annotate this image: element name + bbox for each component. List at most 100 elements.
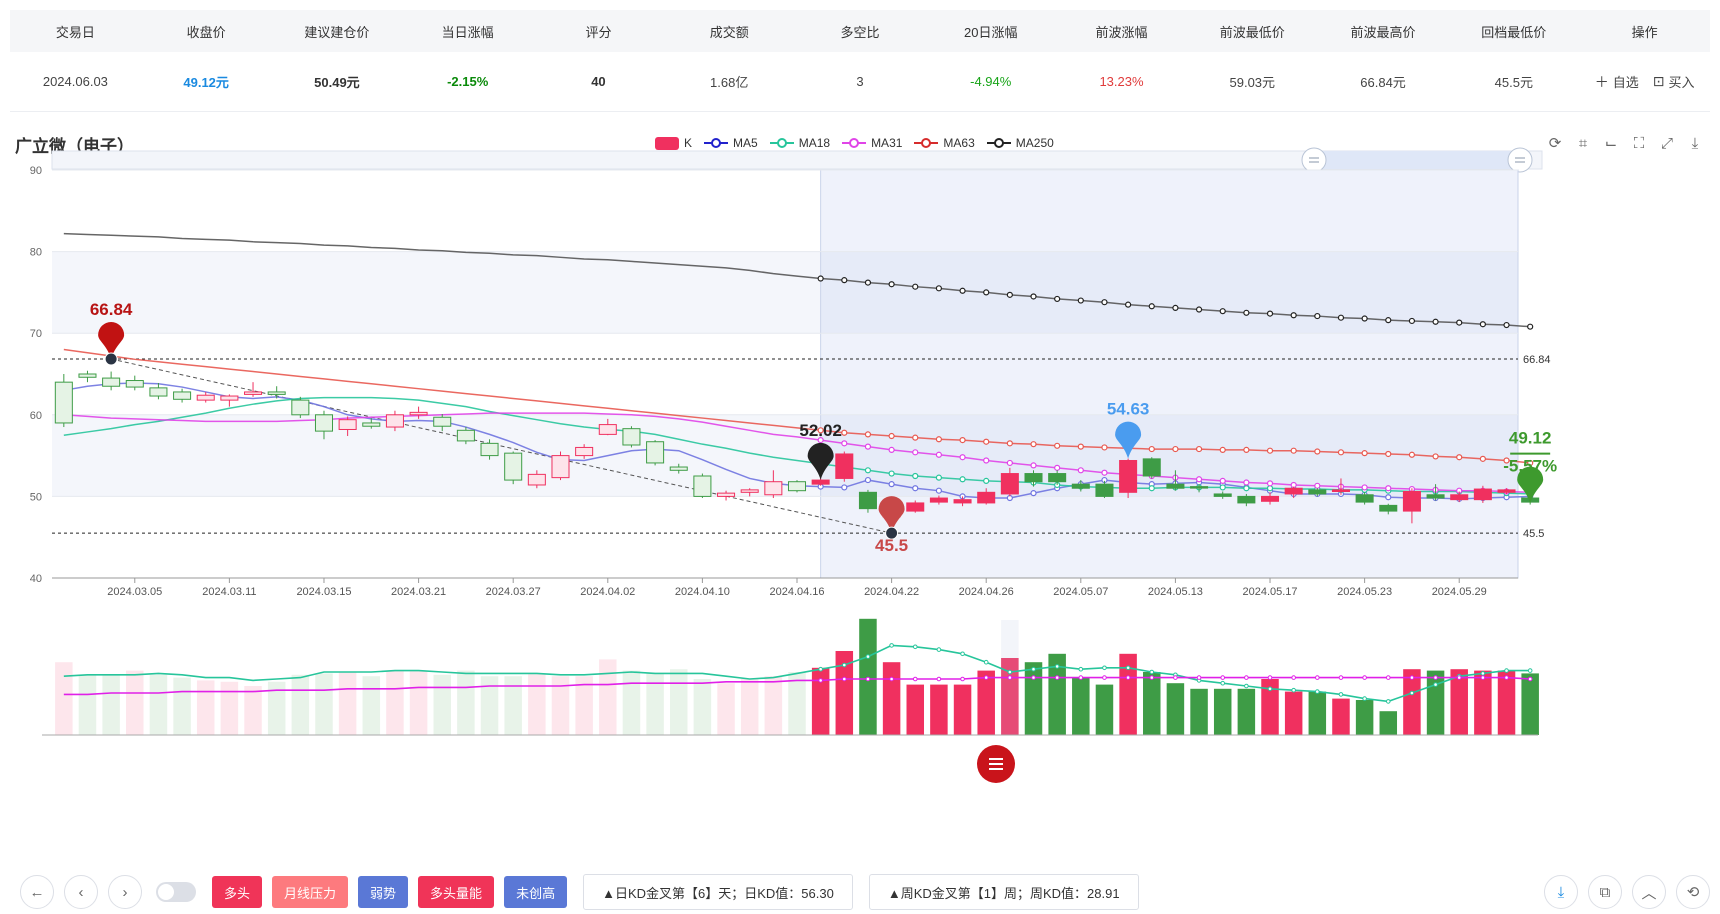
plot-band: [52, 170, 1518, 252]
volume-bar: [1308, 691, 1327, 735]
download-icon[interactable]: ⤓: [1691, 134, 1699, 152]
candle: [527, 470, 546, 489]
series-point-ma31: [912, 449, 919, 456]
volume-ma-long-point: [1385, 675, 1391, 680]
legend-ma250[interactable]: MA250: [986, 136, 1054, 150]
candle: [362, 418, 381, 429]
prev-icon[interactable]: ‹: [64, 875, 98, 909]
series-point-ma63: [1479, 455, 1486, 462]
series-point-ma63: [1408, 451, 1416, 458]
candle: [78, 370, 97, 383]
candle: [1071, 480, 1090, 492]
series-point-ma250: [1361, 315, 1368, 322]
volume-bar: [1166, 683, 1185, 735]
tag-no-new-high[interactable]: 未创高: [504, 876, 568, 908]
refresh-icon[interactable]: ⟳: [1548, 135, 1562, 152]
candle-body: [858, 491, 877, 510]
series-point-ma31: [841, 440, 848, 447]
candle-body: [220, 395, 239, 401]
volume-ma-long-point: [1338, 675, 1344, 680]
volume-bar: [788, 672, 806, 735]
legend-ma31-label: MA31: [871, 136, 903, 150]
candle-body: [906, 502, 925, 512]
x-tick-label: 2024.03.05: [107, 586, 162, 598]
series-point-ma250: [1006, 291, 1013, 298]
x-tick-label: 2024.03.27: [486, 586, 541, 598]
reload-icon[interactable]: ⟲: [1676, 875, 1710, 909]
scroll-top-icon[interactable]: ︿: [1632, 875, 1666, 909]
candle: [764, 470, 783, 499]
zoom-reset-icon[interactable]: ⌙: [1604, 135, 1618, 152]
tag-weak[interactable]: 弱势: [358, 876, 409, 908]
buy-button[interactable]: ⊡ 买入: [1653, 72, 1695, 92]
legend-ma5[interactable]: MA5: [704, 136, 758, 150]
zoom-select-icon[interactable]: ⌗: [1578, 134, 1588, 152]
series-point-ma63: [1195, 445, 1203, 453]
series-point-ma5: [841, 484, 848, 491]
x-tick-label: 2024.04.26: [959, 586, 1014, 598]
volume-bar: [433, 674, 451, 735]
candle-body: [291, 399, 310, 416]
volume-bar: [1095, 684, 1114, 735]
zoom-slider-window: [1314, 151, 1520, 169]
legend-ma63[interactable]: MA63: [914, 136, 975, 150]
legend-ma18[interactable]: MA18: [769, 136, 830, 150]
tag-bull-volume[interactable]: 多头量能: [418, 876, 495, 908]
mode-toggle[interactable]: [156, 882, 196, 902]
legend-k[interactable]: K: [655, 136, 692, 150]
candle: [1308, 488, 1327, 497]
x-tick-label: 2024.04.16: [769, 586, 824, 598]
volume-ma-short-point: [1409, 690, 1415, 696]
volume-bar: [930, 684, 948, 735]
legend-ma31[interactable]: MA31: [842, 136, 902, 150]
cell-prev-high: 66.84元: [1360, 75, 1406, 90]
cell-close: 49.12元: [183, 75, 229, 90]
back-icon[interactable]: ←: [20, 875, 54, 909]
volume-ma-long-point: [1267, 675, 1273, 680]
marker-label: 49.12: [1509, 429, 1552, 448]
marker-sublabel: -5.57%: [1503, 457, 1557, 476]
add-watchlist-button[interactable]: ＋ 自选: [1595, 72, 1639, 92]
volume-ma-short: [63, 644, 1531, 703]
candle-body: [1473, 488, 1492, 501]
volume-bar: [599, 659, 617, 735]
tag-monthly-pressure[interactable]: 月线压力: [272, 876, 349, 908]
volume-bar: [1379, 711, 1398, 735]
volume-bar: [267, 681, 286, 735]
candle: [1119, 458, 1138, 499]
x-tick-label: 2024.04.10: [675, 586, 730, 598]
candle-body: [1166, 483, 1185, 489]
header-prev-wave: 前波涨幅: [1095, 24, 1148, 40]
series-point-ma63: [1385, 450, 1392, 458]
series-point-ma250: [1148, 303, 1155, 310]
volume-ma-short-point: [1338, 692, 1344, 697]
tag-bull[interactable]: 多头: [212, 876, 263, 908]
candle-body: [811, 479, 830, 485]
series-point-ma31: [935, 451, 943, 458]
copy-icon[interactable]: ⧉: [1588, 875, 1622, 909]
volume-bar: [386, 670, 404, 735]
export-icon[interactable]: ⤓: [1544, 875, 1578, 909]
next-icon[interactable]: ›: [108, 875, 142, 909]
series-point-ma250: [1101, 299, 1108, 306]
series-point-ma18: [959, 476, 966, 483]
volume-ma-long-point: [960, 676, 965, 682]
series-point-ma31: [888, 446, 895, 453]
candle: [669, 463, 688, 474]
restore-icon[interactable]: ⛶: [1633, 134, 1645, 152]
zoom-handle-left: [1301, 147, 1327, 173]
volume-ma-long-point: [912, 676, 918, 682]
legend-ma18-swatch: [769, 137, 794, 149]
header-change: 当日涨幅: [441, 24, 494, 40]
volume-bar: [457, 670, 475, 735]
fullscreen-icon[interactable]: ⤢: [1660, 134, 1673, 152]
candle-body: [1331, 489, 1350, 493]
volume-bar: [102, 674, 120, 735]
series-point-ma18: [888, 470, 895, 477]
series-point-ma63: [1054, 442, 1061, 449]
series-point-ma31: [817, 436, 824, 444]
series-point-ma31: [1054, 464, 1061, 471]
series-point-ma250: [1030, 293, 1037, 300]
volume-ma-long-point: [1031, 675, 1036, 680]
